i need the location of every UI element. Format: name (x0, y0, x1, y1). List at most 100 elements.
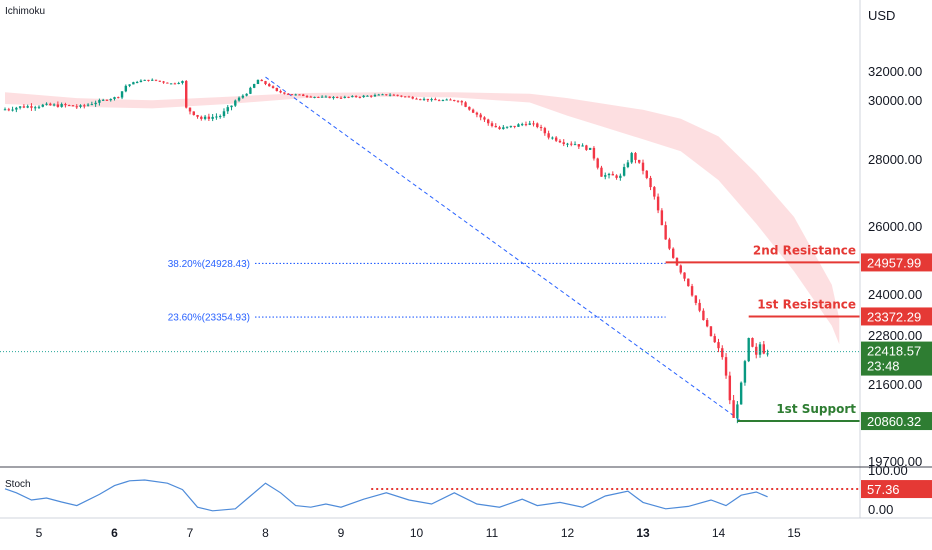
candle-body (309, 96, 312, 98)
candle-body (581, 145, 584, 147)
candle-body (302, 94, 305, 97)
candle-body (328, 96, 331, 99)
candle-body (634, 153, 637, 160)
candle-body (645, 170, 648, 178)
candle-body (313, 96, 316, 98)
candle-body (641, 162, 645, 171)
price-levels: 2nd Resistance 1st Resistance 1st Support (665, 243, 860, 423)
candle-body (672, 248, 675, 258)
candle-body (596, 158, 599, 168)
candle-body (370, 95, 373, 97)
candle-body (683, 272, 686, 279)
price-tick-label: 26000.00 (868, 219, 922, 234)
stoch-label[interactable]: Stoch (5, 479, 31, 490)
candle-body (724, 357, 728, 376)
candle-body (415, 98, 418, 100)
candle-body (592, 147, 596, 159)
candle-body (517, 124, 520, 127)
candle-body (271, 86, 275, 88)
candle-body (721, 348, 724, 358)
candle-body (245, 93, 248, 96)
candle-body (622, 167, 626, 176)
candle-body (249, 87, 252, 94)
candle-body (181, 81, 184, 84)
candle-body (385, 94, 388, 96)
candle-body (766, 353, 769, 355)
candle-body (705, 320, 709, 327)
candle-body (362, 95, 365, 98)
candle-body (755, 346, 758, 355)
current-price-tag-bg (861, 341, 932, 376)
candle-body (615, 175, 618, 178)
candle-body (351, 96, 354, 98)
candle-body (732, 400, 735, 418)
candle-body (400, 95, 403, 97)
candle-body (449, 99, 452, 101)
candle-body (26, 106, 29, 108)
candle-body (219, 116, 222, 118)
level-price-tag-bg (861, 307, 932, 326)
candle-body (668, 239, 671, 249)
candle-body (358, 96, 362, 98)
candle-body (279, 91, 282, 93)
candle-body (241, 95, 245, 98)
candle-body (332, 96, 335, 99)
candle-body (211, 116, 214, 119)
candle-body (388, 94, 392, 96)
candle-body (528, 123, 531, 125)
candle-body (619, 175, 622, 178)
stoch-axis-tick: 0.00 (868, 502, 893, 517)
candle-body (86, 104, 90, 106)
currency-label: USD (868, 8, 895, 23)
candle-body (7, 109, 10, 111)
candle-body (98, 100, 101, 103)
candle-body (203, 116, 207, 119)
candles (3, 78, 769, 424)
candle-body (166, 82, 169, 84)
candle-body (366, 95, 369, 97)
time-tick-label: 13 (636, 526, 650, 540)
candle-body (736, 404, 739, 418)
level-price-tag-bg (861, 253, 932, 272)
candle-body (509, 125, 513, 127)
candle-body (147, 79, 150, 81)
candle-body (577, 144, 581, 147)
candle-body (101, 99, 105, 101)
candle-body (739, 382, 743, 405)
candle-body (75, 106, 78, 108)
candle-body (604, 175, 607, 177)
time-tick-label: 10 (410, 526, 424, 540)
stochastic-pane: 57.36 100.00 0.00 (4, 463, 932, 517)
candle-body (709, 326, 713, 337)
candle-body (426, 98, 430, 101)
current-price-countdown: 23:48 (867, 359, 900, 374)
candle-body (434, 99, 437, 101)
candle-body (437, 100, 441, 102)
candle-body (71, 105, 75, 107)
candle-body (570, 143, 573, 145)
candle-body (52, 104, 56, 106)
indicator-label[interactable]: Ichimoku (5, 6, 45, 17)
candle-body (237, 97, 241, 101)
candle-body (396, 94, 399, 96)
ichimoku-cloud (5, 92, 840, 345)
candle-body (185, 81, 188, 108)
candle-body (679, 265, 682, 273)
price-tick-label: 32000.00 (868, 64, 922, 79)
candle-body (226, 107, 229, 112)
candle-body (290, 94, 294, 96)
candle-body (600, 167, 603, 177)
cloud-area (5, 92, 840, 345)
candle-body (751, 338, 754, 347)
price-tick-label: 30000.00 (868, 93, 922, 108)
candle-body (638, 159, 641, 163)
candle-body (653, 187, 656, 197)
candle-body (419, 99, 422, 101)
candle-body (30, 106, 33, 108)
candle-body (11, 109, 14, 111)
candle-body (286, 93, 290, 95)
candle-body (324, 96, 328, 98)
price-tick-label: 24000.00 (868, 287, 922, 302)
candle-body (607, 173, 611, 176)
candle-body (479, 114, 482, 118)
